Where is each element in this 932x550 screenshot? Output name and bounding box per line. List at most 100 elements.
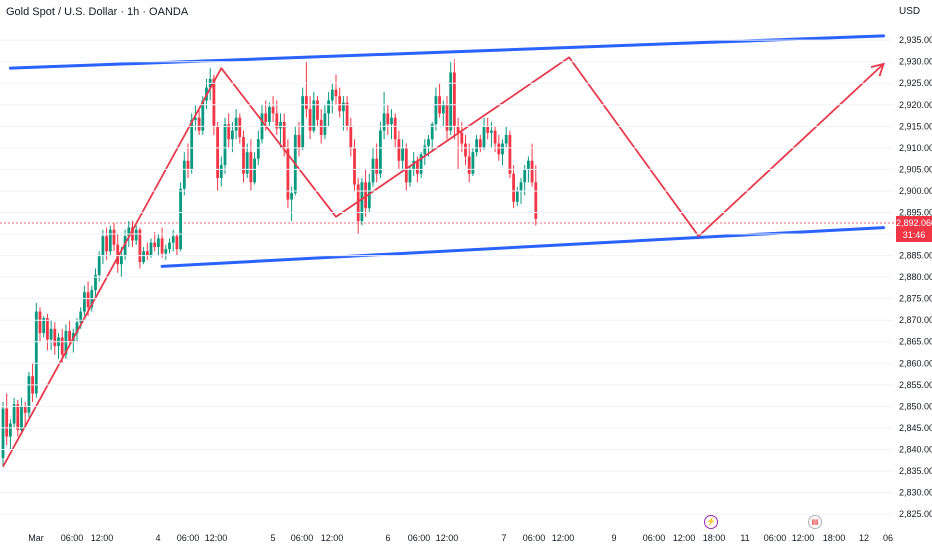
y-tick-label: 2,905.000 bbox=[899, 164, 932, 174]
y-tick-label: 2,920.000 bbox=[899, 100, 932, 110]
candle-body bbox=[212, 78, 216, 127]
last-price-tag: 2,892.060 31:46 bbox=[896, 216, 932, 242]
candle-body bbox=[504, 134, 508, 144]
candle bbox=[97, 251, 101, 282]
candle bbox=[515, 186, 519, 207]
candle-body bbox=[186, 160, 190, 170]
y-tick-label: 2,915.000 bbox=[899, 121, 932, 131]
candle bbox=[83, 285, 86, 316]
y-tick-label: 2,830.000 bbox=[899, 488, 932, 498]
candle bbox=[423, 139, 427, 166]
x-tick-label: 06:00 bbox=[764, 533, 787, 543]
candle bbox=[16, 399, 20, 437]
us-flag-icon[interactable]: ▤ bbox=[808, 515, 822, 529]
candle-body bbox=[360, 182, 364, 222]
candle bbox=[471, 147, 475, 176]
candle bbox=[275, 100, 279, 135]
candle bbox=[271, 96, 275, 123]
candle-body bbox=[386, 113, 390, 125]
candle bbox=[253, 152, 256, 185]
candle bbox=[197, 109, 201, 135]
candle bbox=[238, 113, 242, 144]
x-tick-label: 06:00 bbox=[523, 533, 546, 543]
candle-body bbox=[256, 139, 260, 159]
candle-body bbox=[282, 122, 286, 148]
candle bbox=[486, 117, 490, 140]
candle-body bbox=[408, 169, 412, 183]
candle bbox=[1, 402, 5, 467]
candle bbox=[290, 186, 293, 222]
candle-body bbox=[515, 190, 519, 202]
candle-body bbox=[34, 311, 38, 394]
candle-body bbox=[242, 137, 245, 174]
candle-body bbox=[349, 126, 353, 148]
candle-body bbox=[46, 318, 49, 340]
candle-body bbox=[68, 330, 71, 342]
candle-body bbox=[194, 117, 197, 120]
candle-body bbox=[182, 160, 186, 189]
candle-body bbox=[38, 311, 42, 334]
candle-body bbox=[534, 182, 538, 219]
candle-body bbox=[478, 139, 482, 148]
candle-body bbox=[234, 117, 238, 131]
x-tick-label: 7 bbox=[501, 533, 506, 543]
candle-body bbox=[312, 100, 316, 131]
candle bbox=[293, 126, 297, 196]
candle bbox=[31, 363, 34, 403]
candle bbox=[316, 96, 319, 127]
candle-body bbox=[53, 328, 57, 347]
candle-body bbox=[245, 152, 249, 174]
candle-body bbox=[49, 328, 53, 340]
x-axis: Mar 06:00 12:00 4 06:00 12:00 5 06:00 12:00 6 06:0… bbox=[28, 533, 893, 543]
x-tick-label: 12:00 bbox=[91, 533, 114, 543]
candle-body bbox=[301, 96, 305, 148]
candle-body bbox=[419, 154, 423, 174]
candle-body bbox=[441, 104, 445, 114]
x-tick-label: 6 bbox=[385, 533, 390, 543]
candle bbox=[175, 234, 179, 256]
candle-body bbox=[116, 244, 120, 265]
candle-body bbox=[486, 126, 490, 133]
x-tick-label: 12 bbox=[859, 533, 869, 543]
y-axis: 2,825.000 2,830.000 2,835.000 2,840.000 2,84… bbox=[0, 35, 932, 519]
candle bbox=[234, 109, 238, 140]
candle bbox=[171, 229, 175, 252]
candle bbox=[145, 242, 149, 260]
chart-title: Gold Spot / U.S. Dollar · 1h · OANDA bbox=[6, 6, 189, 18]
candle-body bbox=[297, 134, 301, 148]
candle bbox=[408, 165, 412, 187]
candle bbox=[349, 117, 353, 157]
lightning-icon[interactable]: ⚡ bbox=[704, 515, 718, 529]
candle-body bbox=[471, 152, 475, 174]
candle bbox=[434, 87, 438, 131]
candle-body bbox=[168, 242, 171, 250]
channel-trendline[interactable] bbox=[8, 34, 886, 70]
candle-body bbox=[160, 238, 164, 254]
candle bbox=[397, 130, 401, 170]
candle bbox=[356, 178, 360, 235]
x-tick-label: 9 bbox=[611, 533, 616, 543]
candle bbox=[101, 229, 105, 265]
candle-body bbox=[308, 109, 312, 131]
y-tick-label: 2,840.000 bbox=[899, 444, 932, 454]
candle bbox=[57, 333, 60, 359]
candle-body bbox=[460, 132, 464, 144]
candle-body bbox=[16, 404, 20, 431]
candle-body bbox=[286, 147, 290, 200]
candle-body bbox=[64, 330, 68, 355]
y-tick-label: 2,930.000 bbox=[899, 57, 932, 67]
candle-body bbox=[467, 156, 471, 174]
candle bbox=[430, 122, 434, 153]
candle bbox=[260, 104, 264, 144]
candle-body bbox=[375, 158, 379, 174]
y-tick-label: 2,900.000 bbox=[899, 186, 932, 196]
pattern-path[interactable] bbox=[2, 56, 885, 468]
candle-body bbox=[449, 72, 453, 131]
currency-label: USD bbox=[899, 6, 921, 17]
channel-trendline[interactable] bbox=[160, 226, 886, 268]
candle-body bbox=[401, 147, 404, 161]
candle-body bbox=[112, 229, 116, 245]
candle bbox=[345, 96, 349, 131]
candle bbox=[53, 322, 57, 355]
